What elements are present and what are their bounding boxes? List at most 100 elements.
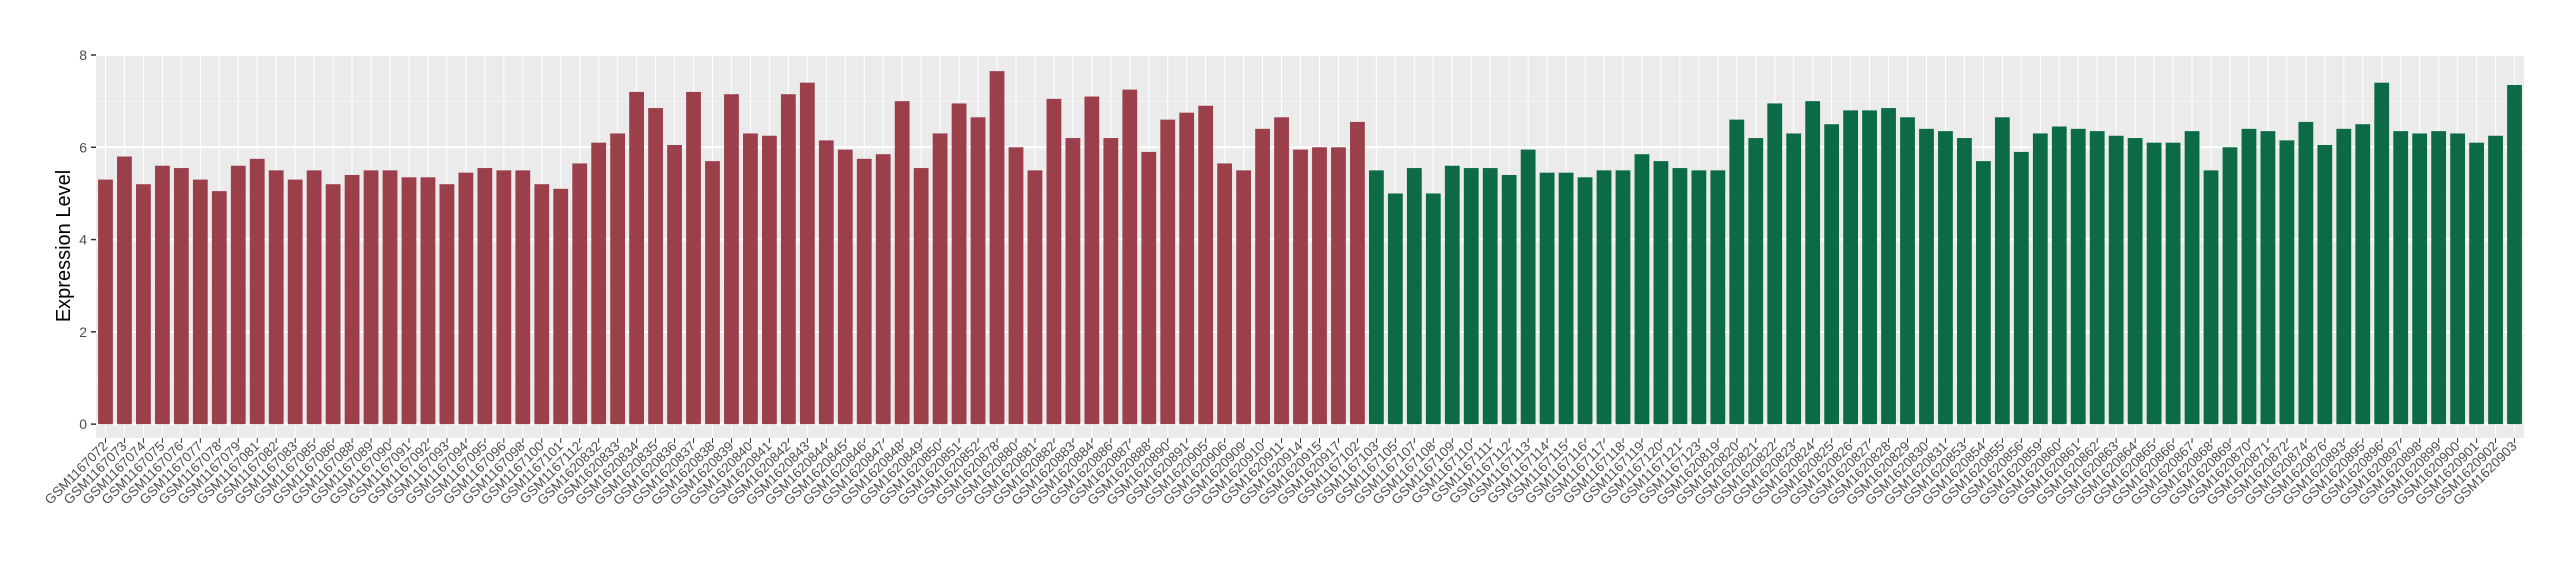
bar xyxy=(136,184,151,425)
bar xyxy=(1729,119,1745,425)
bar xyxy=(629,91,645,425)
bar xyxy=(2051,126,2067,425)
bar xyxy=(1615,170,1631,425)
bar xyxy=(2507,84,2522,425)
bar xyxy=(686,91,701,425)
bar xyxy=(420,177,436,425)
bar xyxy=(1444,165,1460,425)
bar xyxy=(154,165,170,425)
bar xyxy=(515,170,531,425)
bar xyxy=(1350,121,1365,425)
bar xyxy=(2260,131,2276,425)
bar xyxy=(1748,138,1764,425)
y-axis-title: Expression Level xyxy=(53,170,75,322)
bar xyxy=(818,140,834,425)
bar xyxy=(2146,142,2162,425)
bar xyxy=(2469,142,2484,425)
bar xyxy=(2355,124,2371,425)
bar xyxy=(2279,140,2295,425)
bar xyxy=(2241,128,2257,425)
bar xyxy=(2450,133,2466,425)
bar xyxy=(1160,119,1176,425)
bar xyxy=(1463,168,1479,425)
bar xyxy=(1539,172,1555,425)
bar xyxy=(2412,133,2428,425)
y-tick-label: 8 xyxy=(79,47,87,63)
bar xyxy=(572,163,588,425)
bar xyxy=(1331,147,1346,425)
bar xyxy=(1122,89,1138,425)
bar xyxy=(856,158,872,425)
bar xyxy=(401,177,417,425)
bar xyxy=(1179,112,1195,425)
bar xyxy=(1634,154,1650,425)
bar xyxy=(1577,177,1593,425)
bar xyxy=(2374,82,2390,425)
bar xyxy=(496,170,512,425)
bar xyxy=(610,133,626,425)
bar xyxy=(2165,142,2181,425)
bar xyxy=(1786,133,1802,425)
bar xyxy=(951,103,967,425)
bar xyxy=(970,117,986,425)
bar xyxy=(1767,103,1783,425)
bar xyxy=(1520,149,1536,425)
bar xyxy=(1103,138,1119,425)
y-axis: 0 2 4 6 8 xyxy=(79,47,96,432)
bar xyxy=(1027,170,1043,425)
bar xyxy=(1843,110,1859,425)
bar xyxy=(2203,170,2219,425)
bar xyxy=(325,184,341,425)
bar xyxy=(2393,131,2409,425)
bar xyxy=(761,135,777,425)
bar xyxy=(743,133,758,425)
bar xyxy=(1501,174,1517,425)
bar xyxy=(534,184,550,425)
bar xyxy=(1672,168,1688,425)
bar xyxy=(2127,138,2143,425)
bar xyxy=(648,108,663,425)
bar xyxy=(117,156,132,425)
bar xyxy=(458,172,474,425)
bar xyxy=(1862,110,1877,425)
bar xyxy=(1255,128,1270,425)
bar xyxy=(363,170,379,425)
bar xyxy=(1274,117,1289,425)
bar xyxy=(1425,193,1441,425)
bar xyxy=(2108,135,2124,425)
bar xyxy=(1084,96,1100,425)
bar xyxy=(894,101,910,425)
bar xyxy=(1653,161,1669,425)
bar xyxy=(1710,170,1726,425)
y-tick-label: 0 xyxy=(79,416,87,432)
bar xyxy=(173,168,189,425)
y-tick-label: 2 xyxy=(79,324,87,340)
bar xyxy=(2089,131,2105,425)
bar xyxy=(382,170,398,425)
bar xyxy=(1065,138,1081,425)
bar xyxy=(230,165,246,425)
bar xyxy=(2317,144,2333,425)
bar xyxy=(2298,121,2314,425)
bar xyxy=(837,149,853,425)
bar xyxy=(553,188,569,425)
bar xyxy=(192,179,208,425)
bar xyxy=(799,82,815,425)
bar xyxy=(1691,170,1707,425)
bar xyxy=(724,94,739,425)
bar xyxy=(1141,151,1157,425)
bar xyxy=(2013,151,2029,425)
bar xyxy=(1198,105,1214,425)
bar xyxy=(667,144,682,425)
bar xyxy=(591,142,607,425)
bar xyxy=(1387,193,1403,425)
bar xyxy=(1558,172,1574,425)
bar xyxy=(1406,168,1422,425)
bar xyxy=(287,179,303,425)
bar xyxy=(1236,170,1252,425)
bar xyxy=(1900,117,1915,425)
bar xyxy=(2336,128,2352,425)
bar xyxy=(1596,170,1612,425)
bar xyxy=(306,170,322,425)
